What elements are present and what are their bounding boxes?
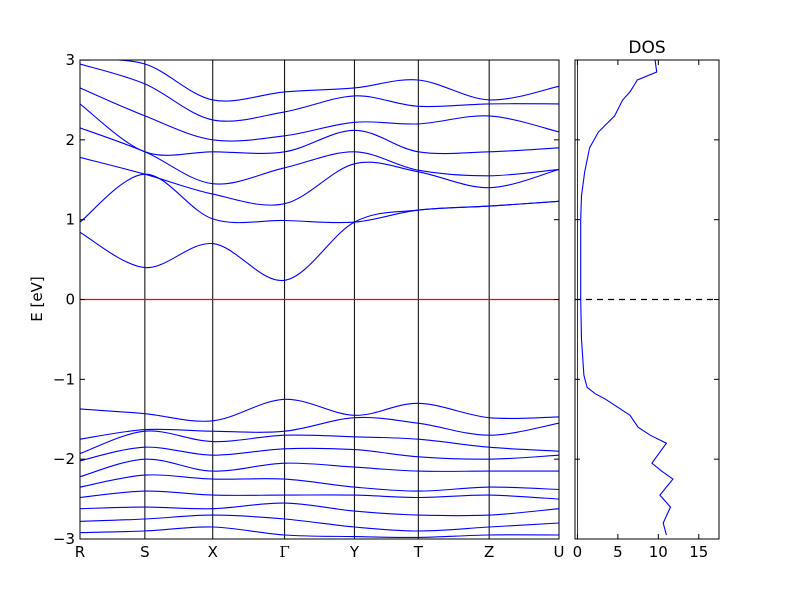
y-tick-label: −2 bbox=[53, 450, 75, 468]
band-lines bbox=[80, 60, 559, 539]
dos-x-tick-label: 15 bbox=[689, 543, 708, 561]
dos-title: DOS bbox=[628, 38, 665, 58]
kpoint-label: R bbox=[75, 543, 85, 561]
conduction-band-line bbox=[80, 103, 559, 156]
y-tick-label: −1 bbox=[53, 370, 75, 388]
dos-axes-frame bbox=[574, 59, 720, 540]
band-structure-panel: −3 −2 −1 0 1 2 3 R S X Γ Y T Z U E [eV] bbox=[28, 51, 564, 561]
conduction-band-line bbox=[80, 156, 559, 206]
kpoint-label: S bbox=[140, 543, 150, 561]
kpoint-label: U bbox=[554, 543, 565, 561]
kpoint-label: Γ bbox=[279, 543, 289, 561]
valence-band-line bbox=[80, 430, 559, 455]
kpoint-label: X bbox=[208, 543, 218, 561]
conduction-band-line bbox=[80, 60, 559, 102]
band-axes-frame bbox=[79, 59, 560, 540]
dos-x-tick-label: 0 bbox=[573, 543, 583, 561]
valence-band-line bbox=[80, 416, 559, 440]
valence-band-line bbox=[80, 398, 559, 422]
y-tick-label: −3 bbox=[53, 530, 75, 548]
kpoint-label: Y bbox=[349, 543, 360, 561]
valence-band-line bbox=[80, 502, 559, 517]
valence-band-line bbox=[80, 526, 559, 539]
valence-band-line bbox=[80, 490, 559, 500]
dos-x-tick-label: 5 bbox=[613, 543, 623, 561]
dos-curve bbox=[580, 60, 674, 536]
y-tick-label: 0 bbox=[65, 291, 75, 309]
dos-x-tick-label: 10 bbox=[649, 543, 668, 561]
y-tick-label: 2 bbox=[65, 131, 75, 149]
valence-band-line bbox=[80, 458, 559, 478]
kpoint-label: T bbox=[413, 543, 424, 561]
energy-axis-label: E [eV] bbox=[28, 276, 46, 321]
y-tick-label: 3 bbox=[65, 51, 75, 69]
kpoint-label: Z bbox=[484, 543, 494, 561]
conduction-band-line bbox=[80, 127, 559, 185]
valence-band-line bbox=[80, 514, 559, 532]
valence-band-line bbox=[80, 474, 559, 492]
y-tick-label: 1 bbox=[65, 211, 75, 229]
dos-x-tick-labels: 0 5 10 15 bbox=[573, 543, 709, 561]
band-y-tick-labels: −3 −2 −1 0 1 2 3 bbox=[53, 51, 75, 548]
valence-band-line bbox=[80, 446, 559, 462]
dos-panel: 0 5 10 15 DOS bbox=[573, 38, 720, 561]
conduction-band-line bbox=[80, 63, 559, 122]
conduction-band-line bbox=[80, 87, 559, 142]
